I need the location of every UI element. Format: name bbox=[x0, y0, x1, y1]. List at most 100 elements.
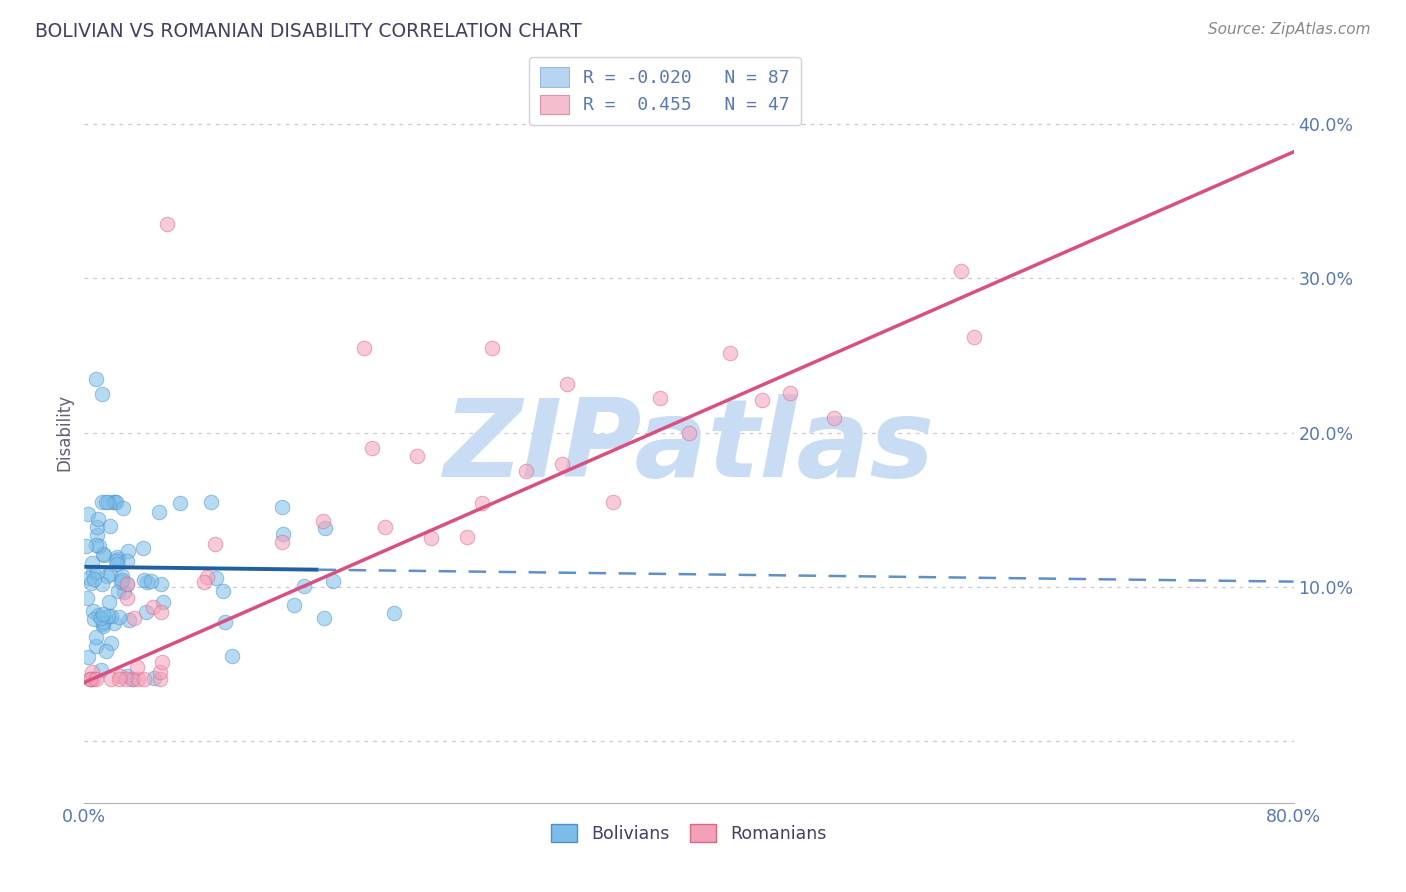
Point bbox=[97, 595, 120, 609]
Point bbox=[823, 410, 845, 425]
Point bbox=[751, 393, 773, 408]
Point bbox=[419, 532, 441, 546]
Point bbox=[132, 573, 155, 587]
Point bbox=[84, 538, 107, 552]
Point bbox=[311, 514, 333, 528]
Point bbox=[312, 611, 335, 625]
Point bbox=[96, 569, 118, 583]
Point bbox=[118, 613, 141, 627]
Point bbox=[374, 519, 396, 533]
Point bbox=[148, 506, 170, 520]
Point bbox=[89, 539, 111, 553]
Point bbox=[96, 495, 118, 509]
Point bbox=[104, 554, 127, 568]
Point bbox=[779, 386, 801, 401]
Point bbox=[121, 673, 143, 687]
Point bbox=[93, 548, 115, 562]
Point bbox=[97, 609, 120, 624]
Point bbox=[602, 495, 624, 509]
Point bbox=[101, 495, 124, 509]
Point bbox=[82, 565, 104, 579]
Point bbox=[104, 495, 127, 509]
Point bbox=[142, 599, 165, 614]
Point bbox=[111, 573, 134, 587]
Point bbox=[86, 371, 108, 385]
Point bbox=[111, 569, 134, 583]
Point bbox=[98, 519, 121, 533]
Point bbox=[86, 639, 108, 653]
Point bbox=[950, 263, 973, 277]
Point bbox=[204, 536, 226, 550]
Point bbox=[84, 631, 107, 645]
Point bbox=[314, 520, 336, 534]
Point bbox=[963, 329, 986, 343]
Point bbox=[103, 616, 125, 631]
Point bbox=[80, 673, 103, 687]
Point bbox=[195, 570, 218, 584]
Point bbox=[108, 610, 131, 624]
Point bbox=[91, 618, 114, 632]
Point bbox=[648, 391, 671, 405]
Point bbox=[456, 530, 478, 544]
Point bbox=[107, 552, 129, 566]
Point bbox=[75, 539, 97, 553]
Point bbox=[100, 609, 122, 624]
Point bbox=[79, 673, 101, 687]
Point bbox=[353, 341, 375, 355]
Point bbox=[127, 673, 149, 687]
Point bbox=[96, 643, 118, 657]
Point bbox=[150, 605, 173, 619]
Text: BOLIVIAN VS ROMANIAN DISABILITY CORRELATION CHART: BOLIVIAN VS ROMANIAN DISABILITY CORRELAT… bbox=[35, 22, 582, 41]
Point bbox=[204, 571, 226, 585]
Point bbox=[271, 527, 294, 541]
Point bbox=[169, 495, 191, 509]
Point bbox=[271, 500, 294, 514]
Point bbox=[107, 583, 129, 598]
Point bbox=[125, 660, 148, 674]
Point bbox=[152, 595, 174, 609]
Point bbox=[117, 543, 139, 558]
Point bbox=[82, 673, 104, 687]
Point bbox=[141, 574, 163, 588]
Point bbox=[77, 571, 100, 585]
Point bbox=[90, 611, 112, 625]
Point bbox=[149, 665, 172, 679]
Point bbox=[105, 549, 128, 564]
Point bbox=[91, 576, 114, 591]
Point bbox=[718, 346, 741, 360]
Point bbox=[115, 554, 138, 568]
Point bbox=[104, 495, 127, 509]
Point bbox=[108, 668, 131, 682]
Point bbox=[678, 425, 700, 440]
Point bbox=[86, 565, 108, 579]
Point bbox=[87, 608, 110, 623]
Point bbox=[150, 656, 173, 670]
Point bbox=[136, 574, 159, 589]
Point bbox=[156, 218, 179, 232]
Point bbox=[80, 576, 103, 591]
Point bbox=[221, 649, 243, 664]
Point bbox=[86, 520, 108, 534]
Text: Source: ZipAtlas.com: Source: ZipAtlas.com bbox=[1208, 22, 1371, 37]
Point bbox=[100, 673, 122, 687]
Point bbox=[76, 591, 98, 606]
Point bbox=[115, 576, 138, 591]
Point bbox=[135, 606, 157, 620]
Point bbox=[149, 576, 172, 591]
Point bbox=[111, 500, 134, 515]
Point bbox=[76, 507, 98, 521]
Point bbox=[115, 669, 138, 683]
Point bbox=[91, 615, 114, 630]
Point bbox=[131, 541, 153, 556]
Point bbox=[555, 377, 578, 392]
Point bbox=[96, 495, 118, 509]
Point bbox=[283, 599, 305, 613]
Point bbox=[214, 615, 236, 629]
Point bbox=[515, 464, 537, 478]
Point bbox=[107, 673, 129, 687]
Y-axis label: Disability: Disability bbox=[55, 394, 73, 471]
Point bbox=[91, 547, 114, 561]
Point bbox=[80, 557, 103, 571]
Point bbox=[110, 574, 132, 589]
Point bbox=[82, 604, 104, 618]
